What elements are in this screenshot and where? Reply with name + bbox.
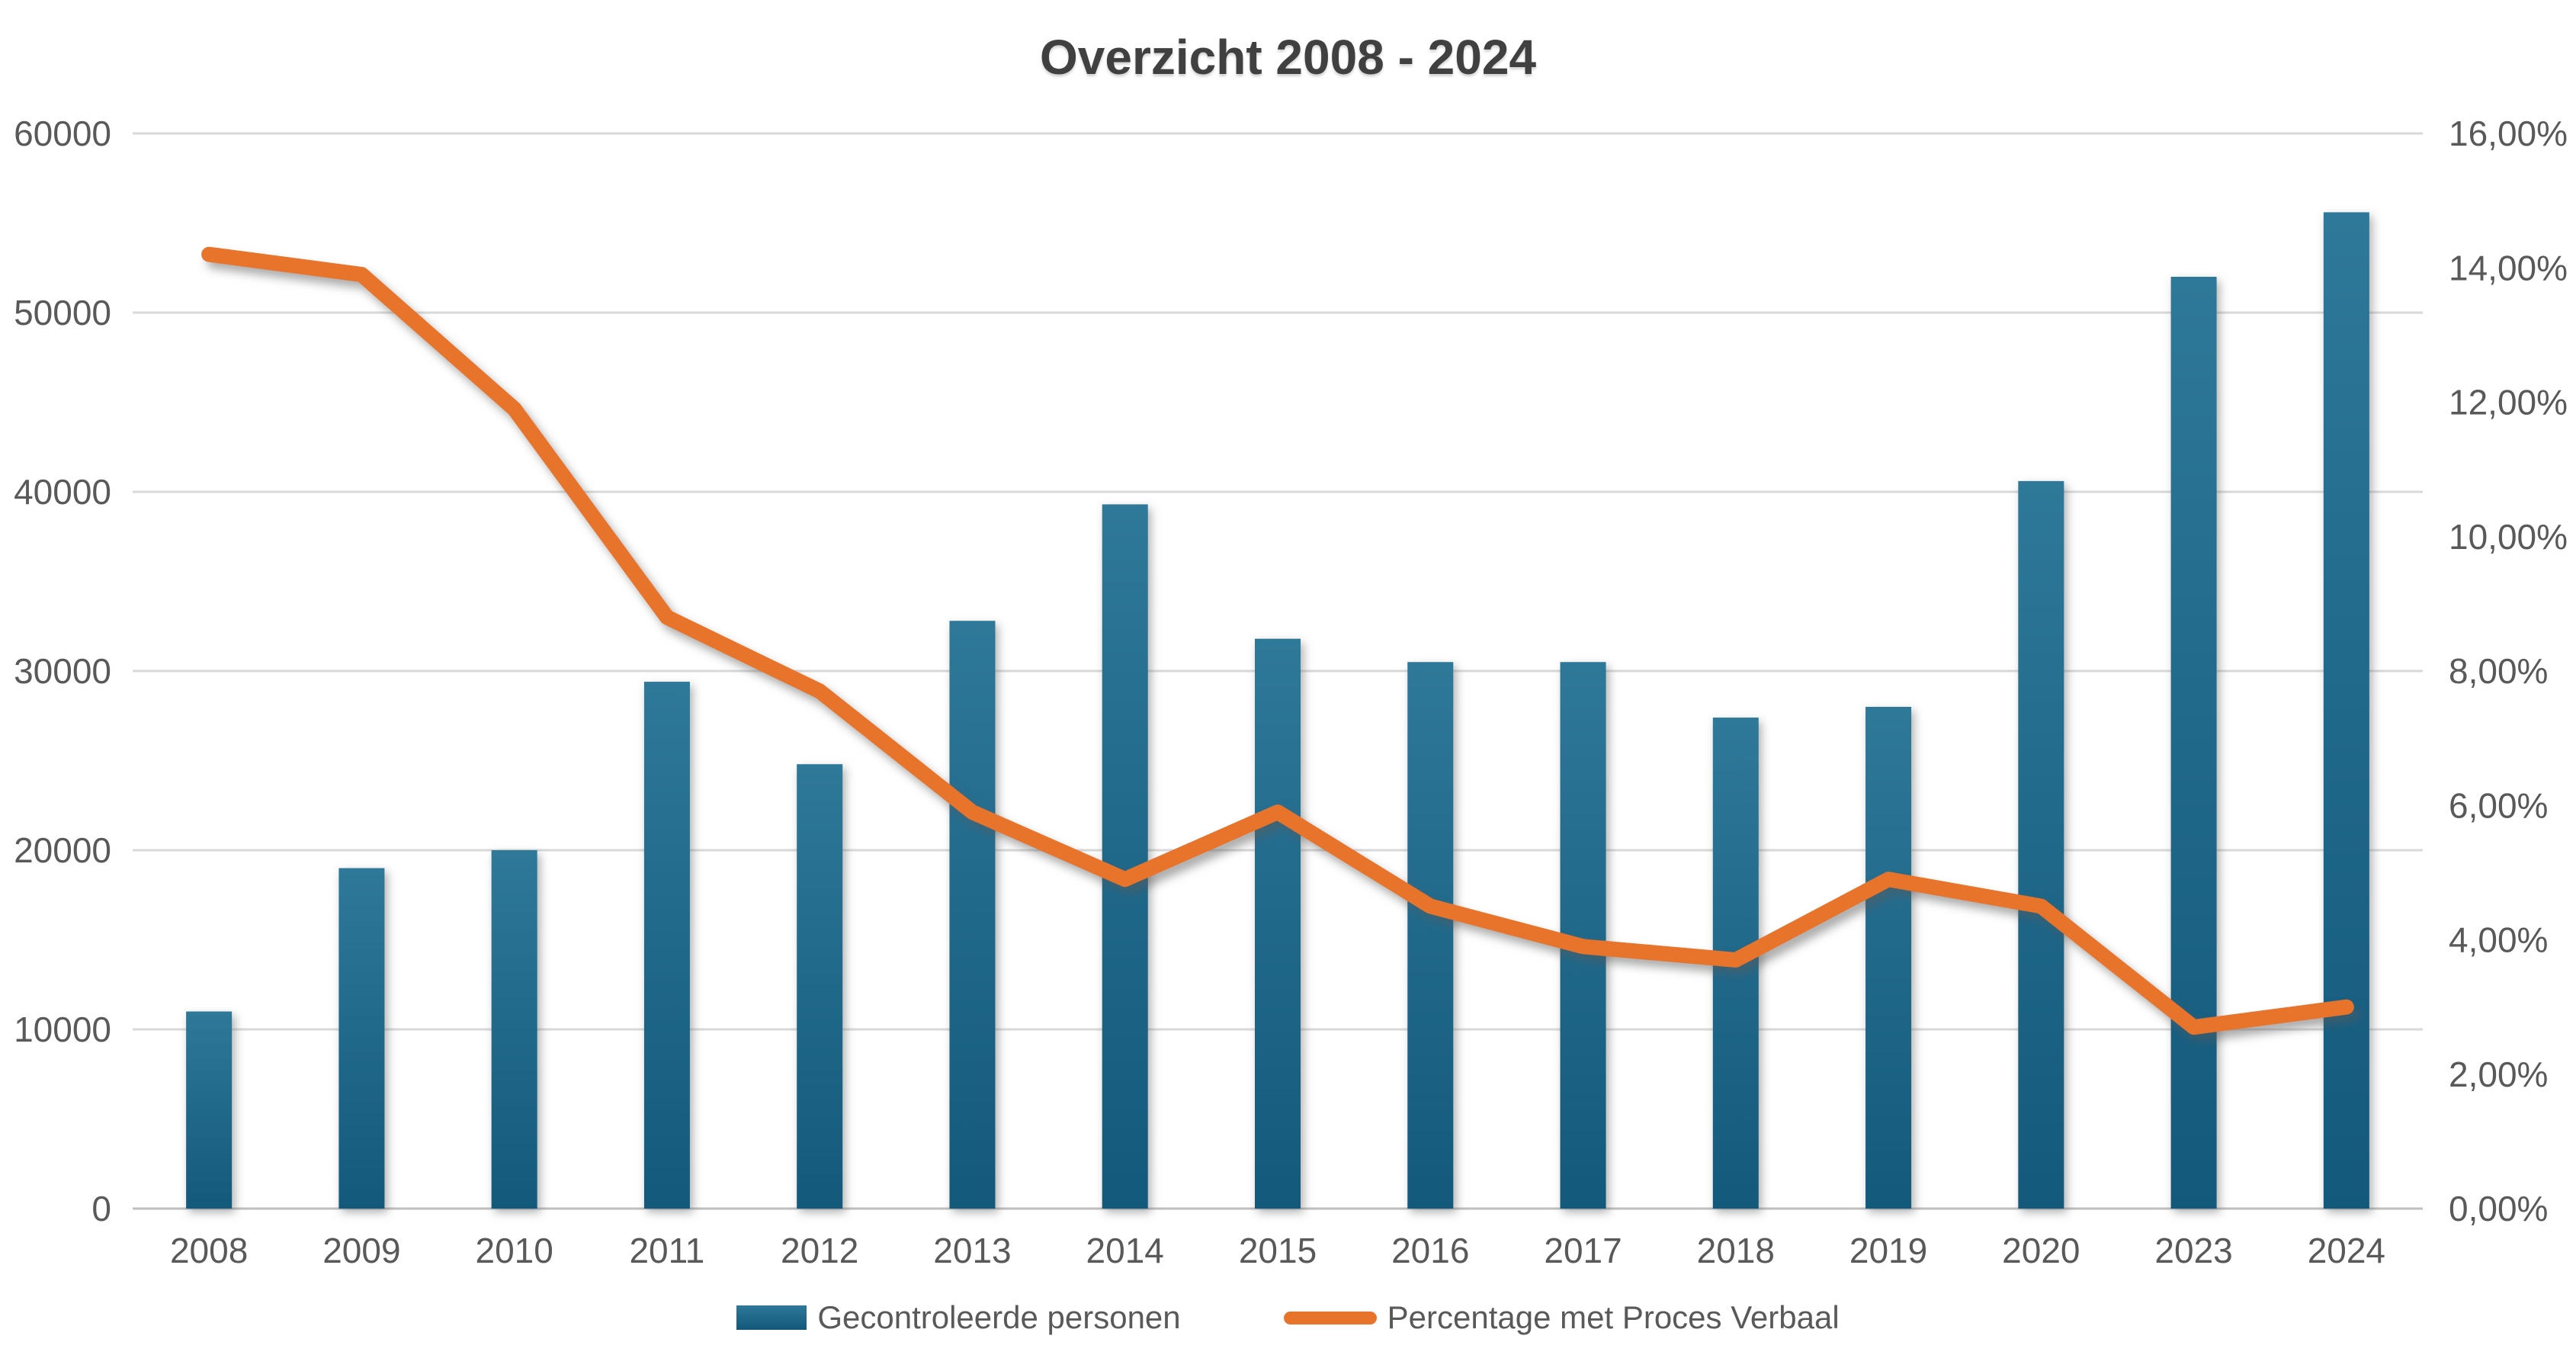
- x-axis-label-2016: 2016: [1391, 1231, 1469, 1270]
- y-right-tick-label: 14,00%: [2449, 248, 2568, 287]
- legend-line-label: Percentage met Proces Verbaal: [1387, 1299, 1840, 1335]
- bar-2013[interactable]: [949, 621, 996, 1209]
- bar-2014[interactable]: [1102, 504, 1148, 1209]
- y-right-tick-label: 10,00%: [2449, 517, 2568, 557]
- x-axis-label-2012: 2012: [781, 1231, 858, 1270]
- y-left-tick-label: 50000: [14, 293, 111, 332]
- x-axis-label-2024: 2024: [2308, 1231, 2385, 1270]
- x-axis-label-2008: 2008: [170, 1231, 248, 1270]
- x-axis-label-2023: 2023: [2154, 1231, 2232, 1270]
- x-axis-label-2010: 2010: [475, 1231, 553, 1270]
- chart-legend: Gecontroleerde personen Percentage met P…: [0, 1299, 2576, 1336]
- x-axis-label-2019: 2019: [1849, 1231, 1927, 1270]
- x-axis-label-2011: 2011: [629, 1231, 704, 1270]
- legend-bar-swatch-icon: [736, 1305, 807, 1330]
- y-left-tick-label: 10000: [14, 1010, 111, 1049]
- x-axis-label-2013: 2013: [933, 1231, 1011, 1270]
- y-right-tick-label: 16,00%: [2449, 114, 2568, 153]
- y-left-tick-label: 60000: [14, 114, 111, 153]
- y-left-tick-label: 30000: [14, 651, 111, 691]
- y-right-tick-label: 8,00%: [2449, 651, 2548, 691]
- y-right-tick-label: 12,00%: [2449, 383, 2568, 422]
- bar-2019[interactable]: [1865, 707, 1912, 1209]
- bar-2024[interactable]: [2323, 212, 2369, 1209]
- legend-line-swatch-icon: [1283, 1311, 1377, 1324]
- bar-2020[interactable]: [2018, 480, 2064, 1209]
- x-axis-label-2020: 2020: [2002, 1231, 2080, 1270]
- bar-2009[interactable]: [338, 868, 385, 1209]
- x-axis-label-2018: 2018: [1697, 1231, 1775, 1270]
- x-axis-label-2014: 2014: [1086, 1231, 1164, 1270]
- bar-2008[interactable]: [186, 1011, 233, 1209]
- bar-2016[interactable]: [1407, 662, 1454, 1209]
- x-axis-label-2017: 2017: [1544, 1231, 1622, 1270]
- x-axis-label-2015: 2015: [1239, 1231, 1317, 1270]
- y-left-tick-label: 40000: [14, 472, 111, 512]
- bar-2023[interactable]: [2170, 277, 2217, 1209]
- y-left-tick-label: 20000: [14, 830, 111, 870]
- legend-item-percentage-proces-verbaal[interactable]: Percentage met Proces Verbaal: [1283, 1299, 1840, 1336]
- bar-2015[interactable]: [1255, 638, 1301, 1209]
- percentage-line[interactable]: [201, 246, 2354, 1035]
- x-axis-label-2009: 2009: [322, 1231, 400, 1270]
- y-right-tick-label: 0,00%: [2449, 1189, 2548, 1228]
- bar-2012[interactable]: [797, 764, 843, 1209]
- bar-2011[interactable]: [643, 682, 690, 1209]
- y-right-tick-label: 4,00%: [2449, 920, 2548, 960]
- bar-2010[interactable]: [491, 850, 537, 1209]
- chart-title: Overzicht 2008 - 2024: [1039, 30, 1537, 85]
- legend-item-gecontroleerde-personen[interactable]: Gecontroleerde personen: [736, 1299, 1181, 1336]
- y-right-tick-label: 6,00%: [2449, 785, 2548, 825]
- y-left-tick-label: 0: [91, 1189, 111, 1228]
- y-right-tick-label: 2,00%: [2449, 1055, 2548, 1094]
- legend-bar-label: Gecontroleerde personen: [817, 1299, 1181, 1335]
